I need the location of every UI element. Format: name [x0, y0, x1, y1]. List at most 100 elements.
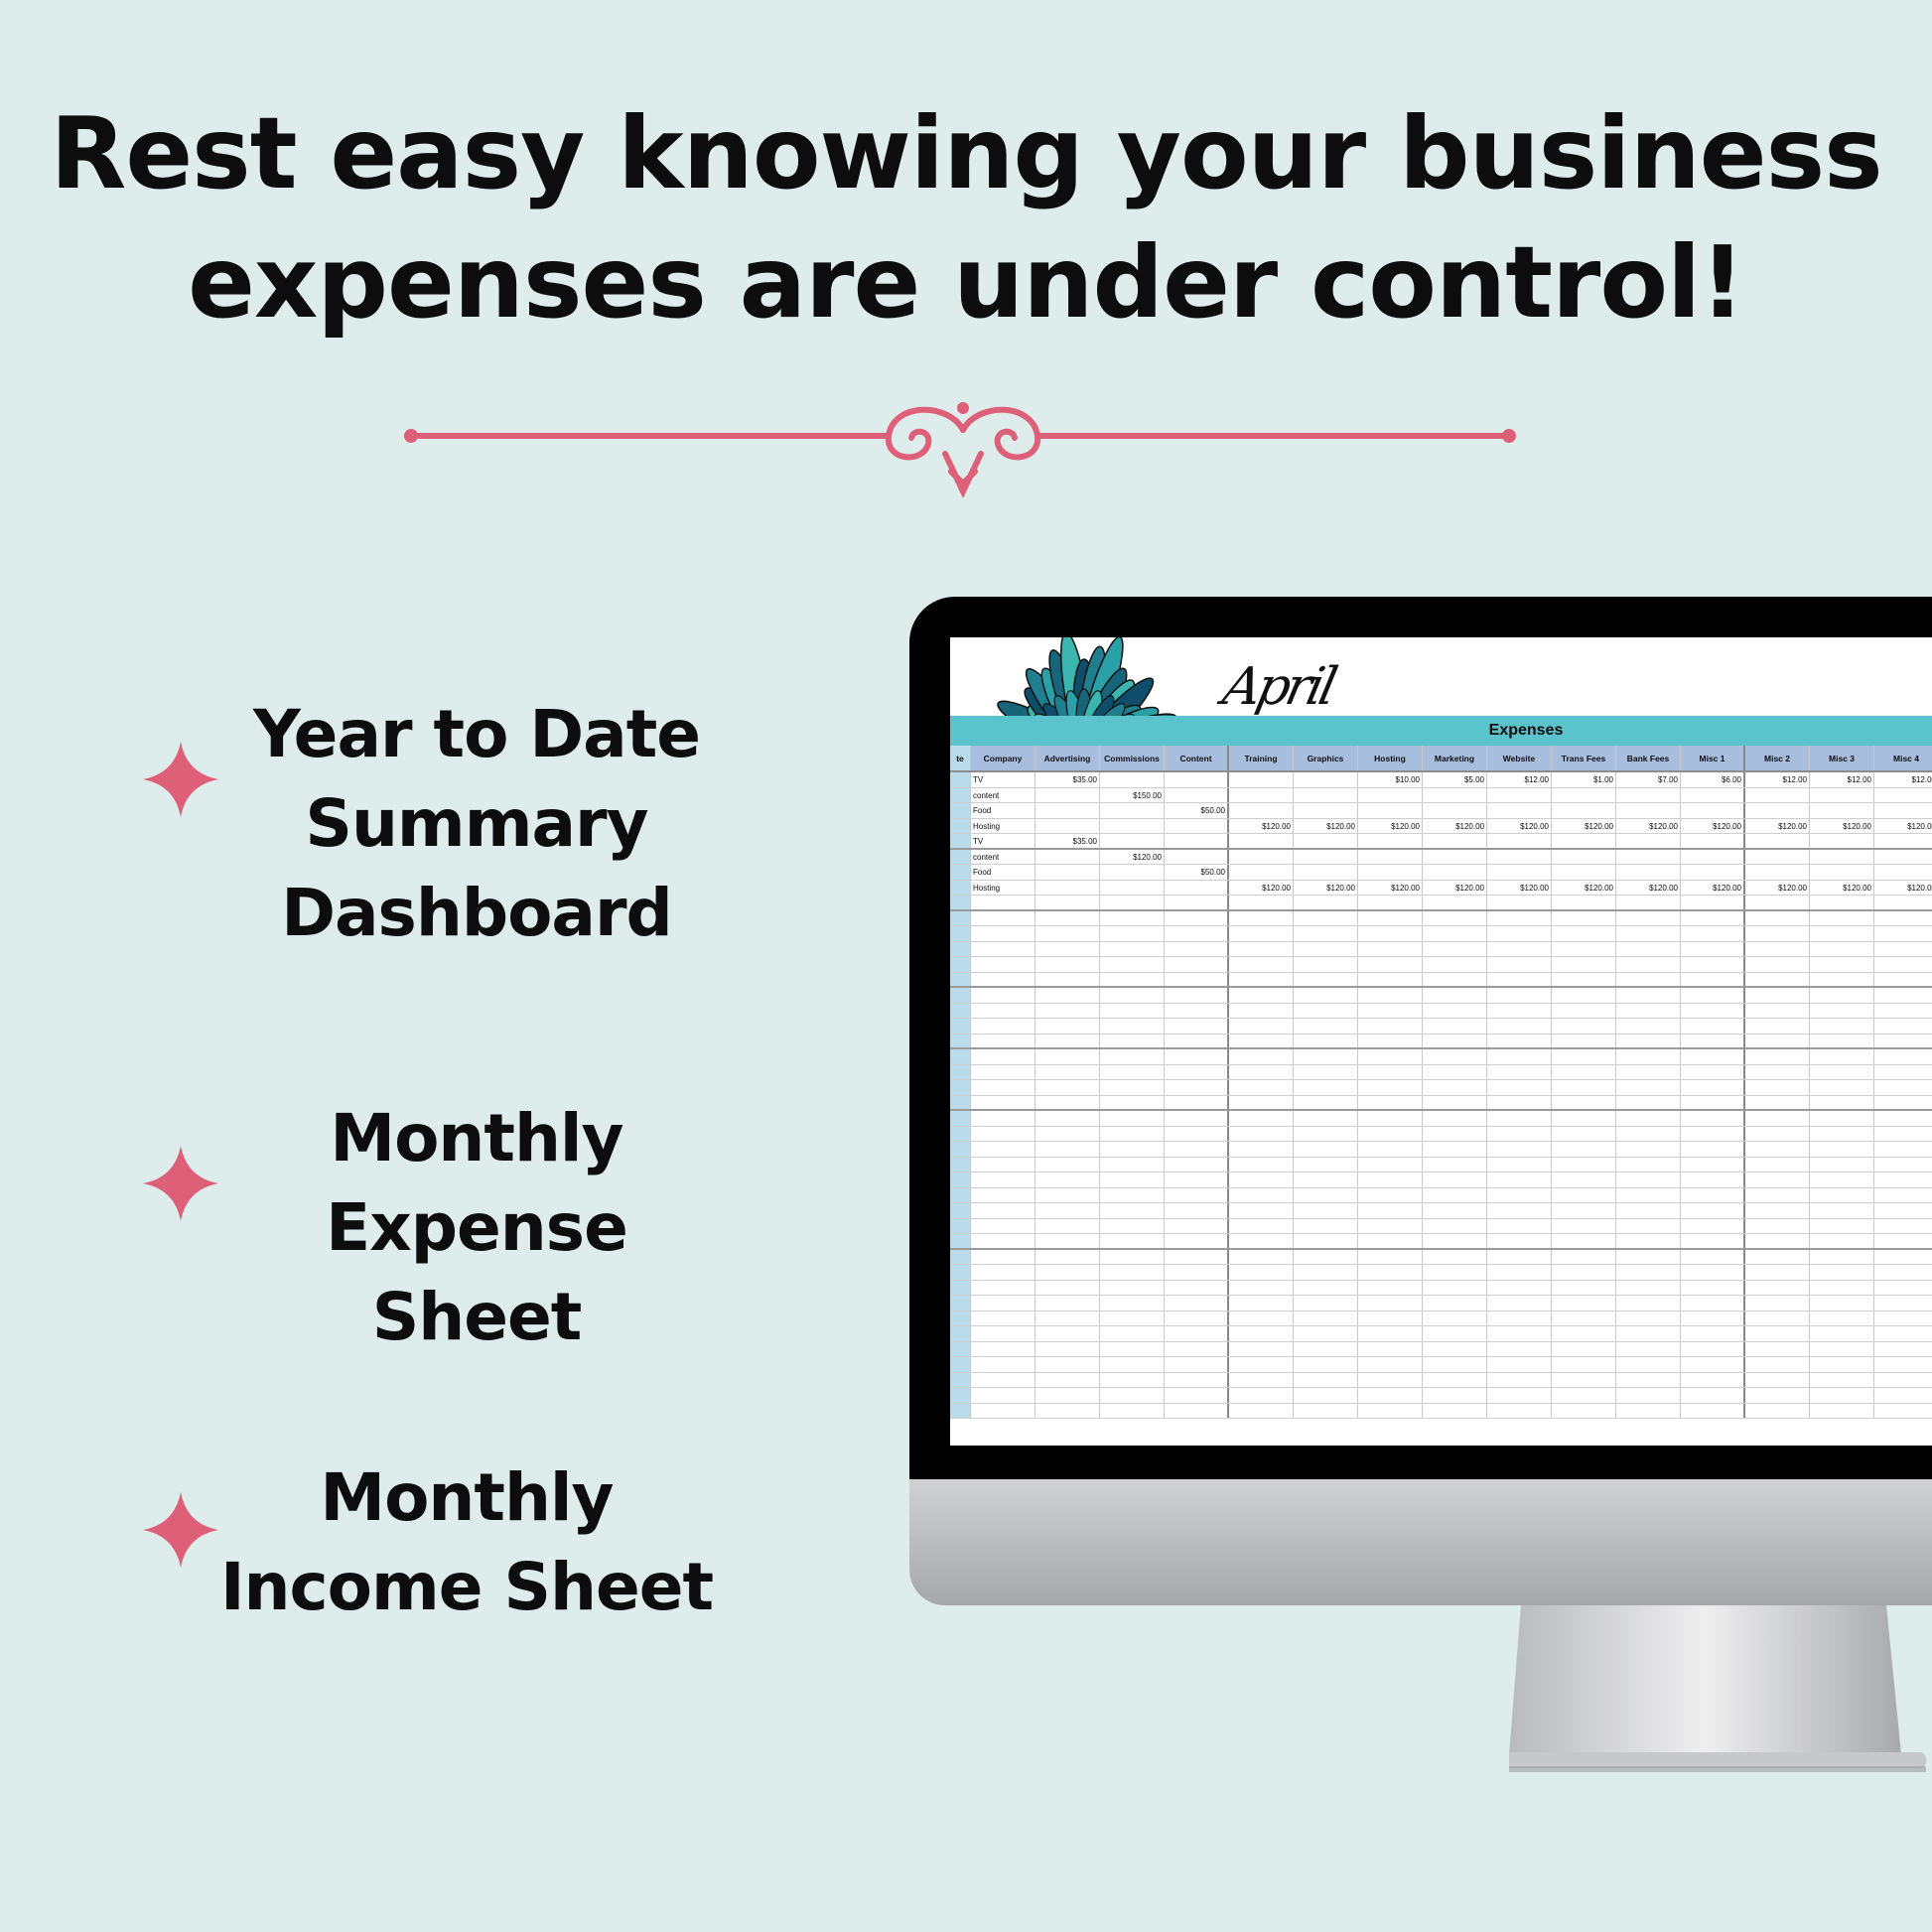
- table-cell[interactable]: [1487, 1111, 1552, 1126]
- table-cell[interactable]: [1810, 1019, 1874, 1034]
- table-cell[interactable]: [1487, 957, 1552, 972]
- table-cell[interactable]: [1294, 865, 1358, 880]
- table-cell[interactable]: [1294, 1126, 1358, 1141]
- table-cell[interactable]: $120.00: [1552, 818, 1616, 833]
- table-cell[interactable]: [1100, 957, 1165, 972]
- table-cell[interactable]: $120.00: [1681, 880, 1745, 895]
- table-cell[interactable]: [1616, 1111, 1681, 1126]
- table-cell[interactable]: [1229, 803, 1294, 818]
- column-header[interactable]: Misc 3: [1810, 746, 1874, 770]
- table-cell[interactable]: [1165, 1049, 1229, 1064]
- table-cell[interactable]: [1229, 865, 1294, 880]
- table-cell[interactable]: content: [971, 787, 1035, 802]
- table-cell[interactable]: [1423, 1034, 1487, 1047]
- table-cell[interactable]: [1745, 1311, 1810, 1325]
- table-cell[interactable]: [1358, 865, 1423, 880]
- table-cell[interactable]: [1100, 1173, 1165, 1187]
- table-cell[interactable]: [1810, 1142, 1874, 1157]
- table-cell[interactable]: [1423, 803, 1487, 818]
- table-cell[interactable]: [1100, 1265, 1165, 1280]
- column-header[interactable]: Misc 2: [1745, 746, 1810, 770]
- table-cell[interactable]: [1294, 941, 1358, 956]
- table-cell[interactable]: [1358, 1003, 1423, 1018]
- table-cell[interactable]: [1165, 1296, 1229, 1311]
- table-cell[interactable]: [971, 1064, 1035, 1079]
- column-header[interactable]: Bank Fees: [1616, 746, 1681, 770]
- table-cell[interactable]: $120.00: [1358, 818, 1423, 833]
- table-cell[interactable]: $6.00: [1681, 772, 1745, 787]
- table-cell[interactable]: [1423, 1019, 1487, 1034]
- table-cell[interactable]: [1681, 1372, 1745, 1387]
- row-header[interactable]: [950, 1173, 971, 1187]
- table-cell[interactable]: [1358, 1265, 1423, 1280]
- table-cell[interactable]: [1358, 1341, 1423, 1356]
- table-cell[interactable]: [1745, 1173, 1810, 1187]
- table-cell[interactable]: [1035, 787, 1100, 802]
- table-cell[interactable]: [1100, 1372, 1165, 1387]
- table-cell[interactable]: [1745, 1296, 1810, 1311]
- table-cell[interactable]: [1745, 1080, 1810, 1095]
- table-cell[interactable]: [1681, 1187, 1745, 1202]
- table-cell[interactable]: [1165, 1157, 1229, 1172]
- table-cell[interactable]: [1552, 1111, 1616, 1126]
- table-cell[interactable]: $120.00: [1745, 818, 1810, 833]
- table-cell[interactable]: [1681, 1203, 1745, 1218]
- table-cell[interactable]: [1035, 1265, 1100, 1280]
- table-cell[interactable]: [1487, 865, 1552, 880]
- table-cell[interactable]: [1810, 834, 1874, 848]
- table-cell[interactable]: [1423, 1080, 1487, 1095]
- table-cell[interactable]: [1487, 1341, 1552, 1356]
- table-cell[interactable]: [1616, 1357, 1681, 1372]
- table-cell[interactable]: [1552, 972, 1616, 986]
- table-cell[interactable]: [1810, 1372, 1874, 1387]
- table-cell[interactable]: [971, 988, 1035, 1003]
- table-cell[interactable]: [1035, 1111, 1100, 1126]
- table-cell[interactable]: [1552, 1234, 1616, 1248]
- table-cell[interactable]: [1616, 1064, 1681, 1079]
- table-cell[interactable]: [1487, 1296, 1552, 1311]
- table-cell[interactable]: $7.00: [1616, 772, 1681, 787]
- table-cell[interactable]: [1358, 1095, 1423, 1109]
- row-header[interactable]: [950, 1265, 971, 1280]
- table-cell[interactable]: [1423, 787, 1487, 802]
- row-header[interactable]: [950, 1218, 971, 1233]
- table-cell[interactable]: [1229, 1265, 1294, 1280]
- table-cell[interactable]: [1165, 896, 1229, 909]
- table-cell[interactable]: [971, 896, 1035, 909]
- table-cell[interactable]: [1035, 910, 1100, 925]
- table-cell[interactable]: [1487, 1265, 1552, 1280]
- table-cell[interactable]: [1616, 957, 1681, 972]
- table-cell[interactable]: [1616, 1003, 1681, 1018]
- table-cell[interactable]: [1165, 957, 1229, 972]
- table-cell[interactable]: [1165, 1234, 1229, 1248]
- table-cell[interactable]: [1035, 1372, 1100, 1387]
- table-cell[interactable]: [1229, 910, 1294, 925]
- row-header[interactable]: [950, 1203, 971, 1218]
- table-cell[interactable]: [1294, 1341, 1358, 1356]
- table-cell[interactable]: [1294, 926, 1358, 941]
- table-cell[interactable]: [1229, 1341, 1294, 1356]
- table-cell[interactable]: [1552, 1003, 1616, 1018]
- table-cell[interactable]: [1552, 1187, 1616, 1202]
- table-cell[interactable]: [1423, 1326, 1487, 1341]
- table-cell[interactable]: [1100, 1234, 1165, 1248]
- row-header[interactable]: [950, 772, 971, 787]
- table-cell[interactable]: [1229, 787, 1294, 802]
- table-cell[interactable]: [1810, 941, 1874, 956]
- table-cell[interactable]: $12.00: [1487, 772, 1552, 787]
- table-cell[interactable]: [1681, 1157, 1745, 1172]
- table-cell[interactable]: [1487, 1034, 1552, 1047]
- table-cell[interactable]: [1616, 1080, 1681, 1095]
- table-cell[interactable]: [1358, 1187, 1423, 1202]
- table-cell[interactable]: [1552, 1049, 1616, 1064]
- table-cell[interactable]: [1552, 1064, 1616, 1079]
- table-cell[interactable]: [1100, 1126, 1165, 1141]
- table-cell[interactable]: [1358, 1280, 1423, 1295]
- table-cell[interactable]: [1100, 1049, 1165, 1064]
- table-cell[interactable]: [1681, 1003, 1745, 1018]
- table-cell[interactable]: [1358, 787, 1423, 802]
- table-cell[interactable]: [1294, 1311, 1358, 1325]
- table-cell[interactable]: $120.00: [1229, 880, 1294, 895]
- table-cell[interactable]: [1035, 1296, 1100, 1311]
- table-cell[interactable]: [1100, 1157, 1165, 1172]
